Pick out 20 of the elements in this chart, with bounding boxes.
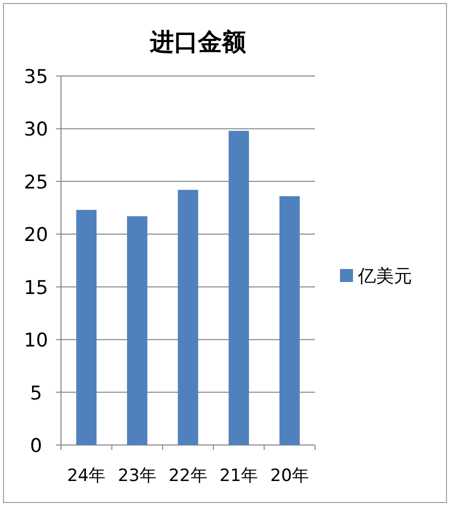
x-tick-label: 23年: [118, 466, 157, 486]
y-tick-label: 20: [24, 224, 48, 246]
bar: [76, 210, 97, 445]
x-tick-label: 22年: [168, 466, 208, 486]
x-tick-label: 24年: [67, 466, 106, 486]
y-tick-label: 5: [30, 382, 42, 404]
y-tick-label: 35: [24, 66, 48, 88]
x-tick-label: 20年: [270, 466, 309, 486]
bar: [279, 196, 300, 445]
y-tick-label: 30: [24, 118, 48, 141]
y-tick-label: 15: [24, 276, 48, 299]
legend-label: 亿美元: [357, 266, 412, 287]
bar: [178, 190, 198, 445]
chart-title: 进口金额: [149, 27, 247, 56]
x-tick-label: 21年: [219, 466, 258, 486]
y-tick-label: 25: [24, 171, 48, 194]
bar: [127, 216, 148, 445]
bar: [228, 130, 249, 445]
y-tick-label: 10: [24, 330, 48, 352]
y-tick-label: 0: [30, 435, 42, 457]
